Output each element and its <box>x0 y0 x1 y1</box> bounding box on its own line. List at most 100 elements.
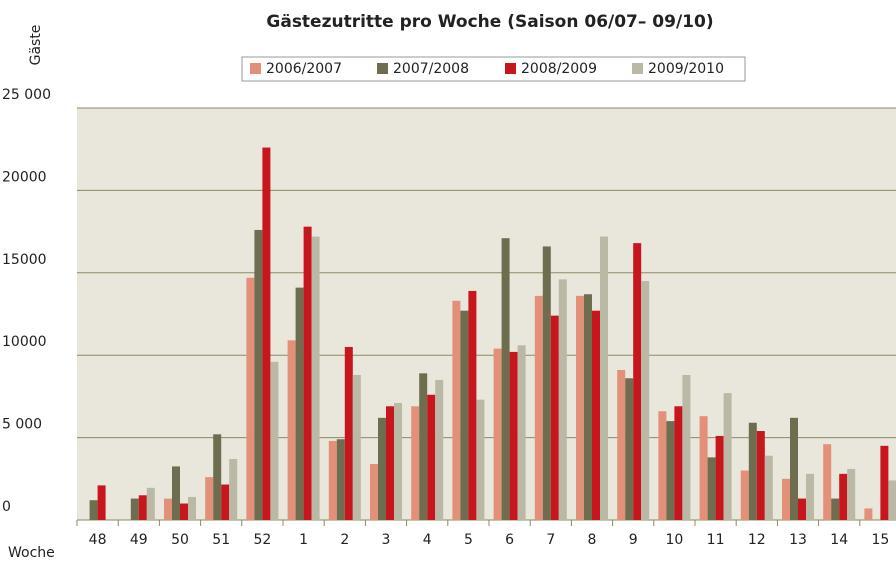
bar <box>493 348 502 520</box>
bar <box>550 315 559 520</box>
bar <box>164 498 172 520</box>
bar <box>138 495 147 520</box>
bar <box>146 487 155 520</box>
bar <box>501 238 510 520</box>
x-tick-label: 48 <box>89 532 107 548</box>
y-tick-label: 0 <box>2 499 11 515</box>
x-tick-label: 49 <box>130 532 148 548</box>
bar <box>213 434 222 520</box>
bar <box>715 435 724 520</box>
bar <box>666 421 675 520</box>
bar <box>386 406 394 520</box>
bar <box>756 431 765 520</box>
bar <box>419 373 428 520</box>
bar <box>542 246 551 520</box>
bar <box>205 477 214 520</box>
x-tick-label: 15 <box>871 532 889 548</box>
bar <box>303 226 312 520</box>
bar <box>130 498 139 520</box>
bar <box>89 500 98 520</box>
x-tick-label: 52 <box>253 532 271 548</box>
x-tick-label: 9 <box>629 532 638 548</box>
legend-label: 2009/2010 <box>648 61 724 77</box>
bar <box>246 277 255 520</box>
y-tick-label: 15000 <box>2 252 47 268</box>
x-tick-label: 4 <box>423 532 432 548</box>
bar <box>633 243 642 521</box>
bar <box>625 378 634 520</box>
bar <box>517 345 526 520</box>
bar <box>782 478 790 520</box>
bar <box>584 294 592 520</box>
bar <box>764 455 773 520</box>
bar <box>262 147 271 520</box>
chart-title: Gästezutritte pro Woche (Saison 06/07– 0… <box>266 12 713 32</box>
legend-label: 2008/2009 <box>521 61 597 77</box>
y-axis-label: Gäste <box>28 25 44 66</box>
legend-swatch <box>250 63 261 74</box>
legend-label: 2006/2007 <box>266 61 342 77</box>
bar <box>674 406 683 520</box>
y-tick-label: 25 000 <box>2 87 51 103</box>
bar <box>452 300 461 520</box>
bar <box>790 417 798 520</box>
x-tick-label: 50 <box>171 532 189 548</box>
bar <box>658 411 667 520</box>
bar <box>806 473 814 520</box>
bar <box>336 439 345 520</box>
bar <box>370 463 378 520</box>
x-tick-label: 6 <box>505 532 514 548</box>
bar <box>468 290 477 520</box>
bar <box>576 295 584 520</box>
legend-swatch <box>632 63 643 74</box>
bar <box>509 351 518 520</box>
legend-swatch <box>505 63 516 74</box>
x-tick-label: 5 <box>464 532 473 548</box>
y-tick-label: 5 000 <box>2 417 42 433</box>
bar <box>188 496 196 520</box>
x-tick-label: 10 <box>665 532 683 548</box>
x-tick-label: 8 <box>588 532 597 548</box>
bar <box>172 466 180 520</box>
x-tick-label: 11 <box>707 532 725 548</box>
bar <box>344 346 353 520</box>
bar <box>435 379 444 520</box>
bar <box>229 459 238 520</box>
bar <box>682 374 691 520</box>
bar <box>311 236 320 520</box>
bar <box>97 485 106 520</box>
x-tick-label: 1 <box>299 532 308 548</box>
bar <box>641 281 650 520</box>
bar <box>378 417 386 520</box>
bar <box>592 310 600 520</box>
bar <box>839 473 848 520</box>
legend-swatch <box>377 63 388 74</box>
plot-area <box>77 108 896 520</box>
bar <box>411 406 420 520</box>
bar <box>180 503 188 520</box>
bar <box>221 484 230 520</box>
x-tick-label: 14 <box>830 532 848 548</box>
bar <box>427 394 436 520</box>
bar <box>600 236 608 520</box>
bar <box>558 279 567 520</box>
legend-items: 2006/2007 2007/2008 2008/2009 2009/2010 <box>250 61 724 77</box>
bar <box>847 468 856 520</box>
x-tick-label: 7 <box>546 532 555 548</box>
bar <box>723 393 732 520</box>
legend <box>241 56 746 82</box>
bar <box>617 370 626 520</box>
bar <box>476 399 485 520</box>
bar <box>460 310 469 520</box>
bar <box>880 445 889 520</box>
bar <box>699 416 708 520</box>
bar <box>740 470 749 520</box>
x-axis-label: Woche <box>8 545 55 561</box>
bar <box>254 229 263 520</box>
bar <box>748 422 757 520</box>
bar <box>888 480 896 520</box>
x-tick-label: 51 <box>212 532 230 548</box>
x-tick-label: 2 <box>340 532 349 548</box>
